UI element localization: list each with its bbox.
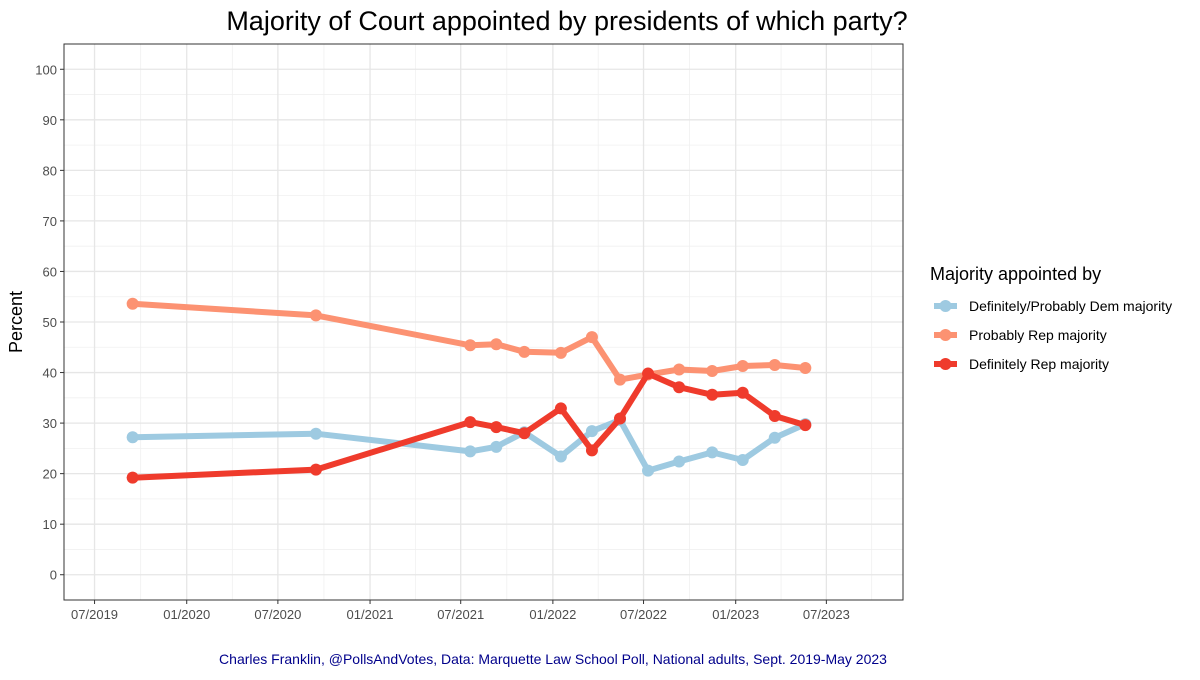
data-point-probably-rep-majority [768, 358, 781, 371]
data-point-definitely-probably-dem-majority [673, 455, 686, 468]
y-tick-label: 60 [43, 264, 57, 279]
y-axis-label: Percent [6, 291, 26, 353]
data-point-definitely-probably-dem-majority [464, 445, 477, 458]
data-point-definitely-rep-majority [554, 402, 567, 415]
x-tick-label: 01/2021 [347, 607, 394, 622]
series-lines [126, 297, 812, 484]
data-point-probably-rep-majority [736, 359, 749, 372]
y-tick-label: 100 [35, 62, 57, 77]
data-point-definitely-rep-majority [799, 419, 812, 432]
data-point-probably-rep-majority [585, 331, 598, 344]
data-point-definitely-rep-majority [518, 427, 531, 440]
legend: Majority appointed by Definitely/Probabl… [930, 264, 1172, 372]
data-point-probably-rep-majority [706, 365, 719, 378]
data-point-definitely-rep-majority [642, 367, 655, 380]
data-point-definitely-rep-majority [736, 386, 749, 399]
data-point-definitely-rep-majority [126, 471, 139, 484]
data-point-probably-rep-majority [673, 363, 686, 376]
y-tick-label: 80 [43, 163, 57, 178]
data-point-probably-rep-majority [518, 345, 531, 358]
x-tick-label: 07/2020 [254, 607, 301, 622]
data-point-probably-rep-majority [309, 309, 322, 322]
data-point-definitely-rep-majority [464, 416, 477, 429]
data-point-definitely-probably-dem-majority [736, 453, 749, 466]
chart-caption: Charles Franklin, @PollsAndVotes, Data: … [219, 651, 887, 667]
x-tick-label: 07/2019 [71, 607, 118, 622]
x-tick-label: 07/2021 [437, 607, 484, 622]
data-point-definitely-rep-majority [706, 388, 719, 401]
data-point-definitely-probably-dem-majority [126, 431, 139, 444]
data-point-definitely-rep-majority [673, 381, 686, 394]
data-point-definitely-probably-dem-majority [585, 425, 598, 438]
y-tick-label: 40 [43, 366, 57, 381]
data-point-definitely-probably-dem-majority [554, 450, 567, 463]
data-point-definitely-probably-dem-majority [490, 440, 503, 453]
data-point-definitely-rep-majority [490, 421, 503, 434]
data-point-probably-rep-majority [490, 338, 503, 351]
data-point-definitely-probably-dem-majority [768, 431, 781, 444]
data-point-definitely-probably-dem-majority [642, 464, 655, 477]
legend-label-definitely-probably-dem-majority: Definitely/Probably Dem majority [969, 298, 1172, 314]
data-point-definitely-rep-majority [309, 463, 322, 476]
y-tick-label: 90 [43, 113, 57, 128]
x-tick-label: 01/2020 [163, 607, 210, 622]
grid-lines [64, 44, 903, 600]
data-point-definitely-probably-dem-majority [706, 446, 719, 459]
legend-title: Majority appointed by [930, 264, 1101, 284]
data-point-probably-rep-majority [126, 297, 139, 310]
legend-label-definitely-rep-majority: Definitely Rep majority [969, 356, 1109, 372]
chart-title: Majority of Court appointed by president… [226, 6, 907, 36]
data-point-probably-rep-majority [613, 373, 626, 386]
y-tick-label: 0 [50, 568, 57, 583]
y-tick-label: 20 [43, 467, 57, 482]
x-tick-label: 01/2023 [712, 607, 759, 622]
data-point-probably-rep-majority [554, 346, 567, 359]
y-tick-label: 10 [43, 517, 57, 532]
data-point-definitely-rep-majority [585, 444, 598, 457]
data-point-definitely-probably-dem-majority [309, 427, 322, 440]
x-tick-label: 07/2022 [620, 607, 667, 622]
legend-label-probably-rep-majority: Probably Rep majority [969, 327, 1107, 343]
axes: 0 10 20 30 40 50 60 70 80 90 100 07/2019 01/2020 07/2… [35, 43, 904, 622]
data-point-definitely-rep-majority [768, 410, 781, 423]
plot-border [63, 43, 904, 601]
y-tick-label: 70 [43, 214, 57, 229]
legend-key-point-probably-rep-majority [939, 329, 952, 341]
data-point-probably-rep-majority [464, 339, 477, 352]
legend-key-point-definitely-rep-majority [939, 358, 952, 370]
x-tick-label: 01/2022 [529, 607, 576, 622]
x-tick-label: 07/2023 [803, 607, 850, 622]
y-tick-label: 30 [43, 416, 57, 431]
data-point-probably-rep-majority [799, 361, 812, 374]
legend-key-point-definitely-probably-dem-majority [939, 300, 952, 312]
y-tick-label: 50 [43, 315, 57, 330]
data-point-definitely-rep-majority [613, 412, 626, 425]
